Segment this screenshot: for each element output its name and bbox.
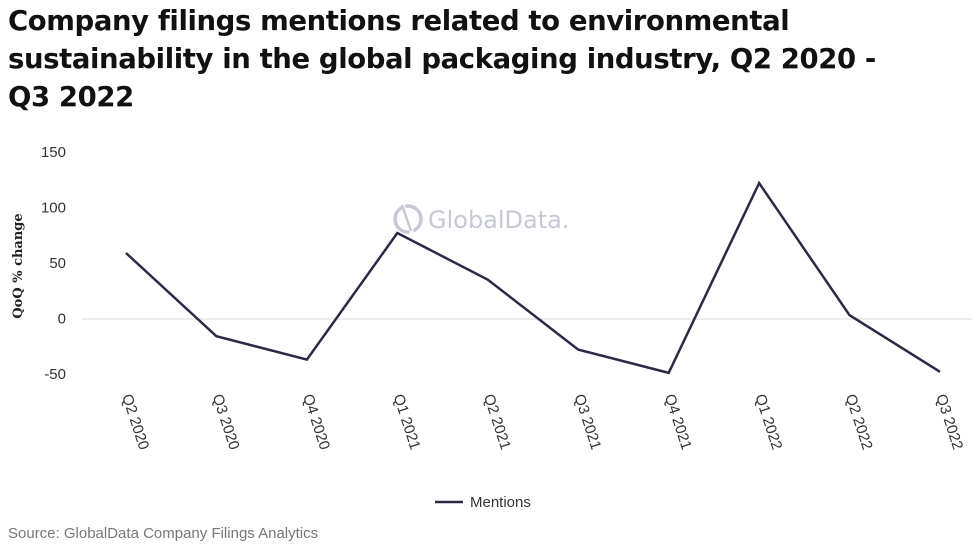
x-tick-label: Q4 2020 (299, 392, 333, 452)
legend-label-mentions: Mentions (470, 494, 531, 511)
x-axis-ticks: Q2 2020 Q3 2020 Q4 2020 Q1 2021 Q2 2021 Q3 20… (118, 392, 966, 452)
watermark-text: GlobalData. (428, 206, 570, 234)
x-tick-label: Q2 2020 (118, 392, 152, 452)
x-tick-label: Q2 2022 (842, 392, 876, 452)
source-note: Source: GlobalData Company Filings Analy… (8, 525, 319, 542)
chart-title: Company filings mentions related to envi… (8, 5, 876, 113)
y-tick-label: 150 (41, 144, 66, 161)
y-tick-label: 100 (41, 200, 66, 217)
y-tick-label: 0 (58, 311, 66, 328)
legend: Mentions (435, 494, 531, 511)
x-tick-label: Q4 2021 (661, 392, 695, 452)
y-tick-label: -50 (44, 366, 66, 383)
y-tick-label: 50 (49, 255, 66, 272)
globaldata-logo-icon (393, 202, 423, 234)
x-tick-label: Q2 2021 (480, 392, 514, 452)
x-tick-label: Q3 2021 (570, 392, 604, 452)
mentions-series-line (125, 180, 941, 375)
x-tick-label: Q1 2022 (751, 392, 785, 452)
x-tick-label: Q3 2020 (209, 392, 243, 452)
x-tick-label: Q3 2022 (932, 392, 966, 452)
x-tick-label: Q1 2021 (390, 392, 424, 452)
y-axis-ticks: 150 100 50 0 -50 (41, 144, 66, 383)
watermark: GlobalData. (393, 202, 570, 234)
y-axis-label: QoQ % change (11, 213, 26, 318)
